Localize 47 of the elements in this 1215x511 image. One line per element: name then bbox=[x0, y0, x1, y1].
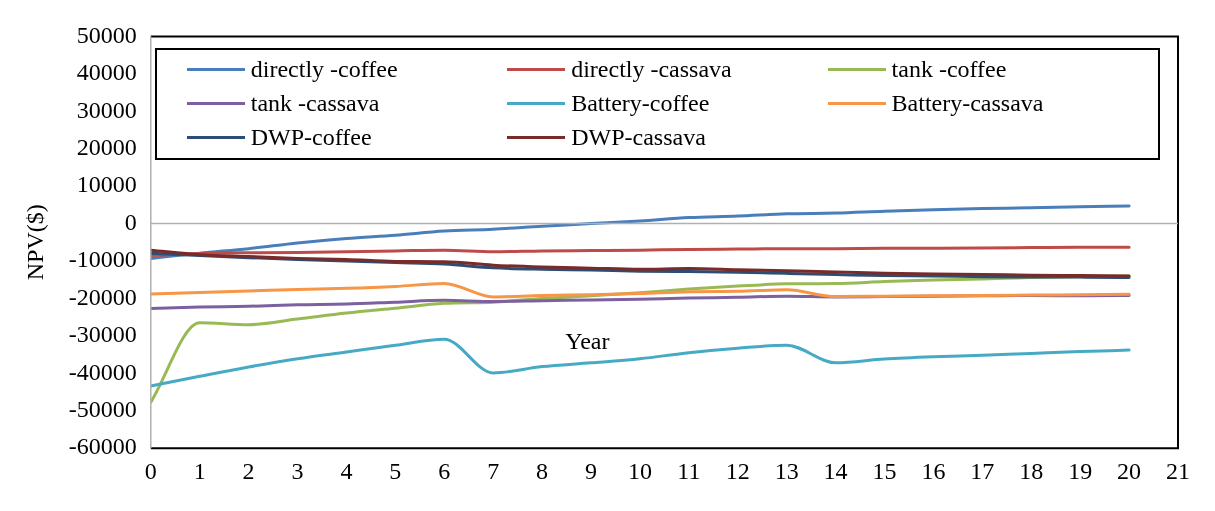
x-tick-label: 16 bbox=[921, 457, 946, 484]
x-tick-label: 5 bbox=[389, 457, 402, 484]
y-tick-label: 0 bbox=[124, 208, 137, 235]
x-tick-label: 6 bbox=[438, 457, 451, 484]
x-tick-label: 18 bbox=[1019, 457, 1044, 484]
x-tick-label: 19 bbox=[1068, 457, 1093, 484]
x-tick-label: 12 bbox=[725, 457, 750, 484]
x-tick-label: 21 bbox=[1166, 457, 1190, 484]
x-tick-label: 10 bbox=[627, 457, 652, 484]
y-tick-label: 40000 bbox=[76, 59, 137, 86]
y-tick-label: -20000 bbox=[68, 283, 137, 310]
x-tick-label: 0 bbox=[144, 457, 157, 484]
legend-label: Battery-coffee bbox=[571, 89, 710, 119]
x-tick-label: 14 bbox=[823, 457, 848, 484]
line-series bbox=[150, 281, 1131, 299]
x-tick-label: 3 bbox=[291, 457, 304, 484]
line-series bbox=[150, 245, 1131, 257]
legend-label: directly -cassava bbox=[571, 55, 732, 85]
x-tick-label: 13 bbox=[774, 457, 799, 484]
y-tick-label: 10000 bbox=[76, 171, 137, 198]
x-tick-label: 8 bbox=[536, 457, 549, 484]
y-tick-label: 50000 bbox=[76, 21, 137, 48]
legend-label: Battery-cassava bbox=[891, 89, 1044, 119]
x-tick-label: 7 bbox=[487, 457, 500, 484]
line-series bbox=[150, 204, 1131, 260]
x-tick-label: 11 bbox=[677, 457, 701, 484]
x-tick-label: 20 bbox=[1117, 457, 1142, 484]
y-axis-title: NPV($) bbox=[21, 204, 48, 281]
x-tick-label: 2 bbox=[242, 457, 255, 484]
y-tick-label: 20000 bbox=[76, 134, 137, 161]
legend-label: tank -cassava bbox=[250, 89, 380, 119]
y-tick-label: -50000 bbox=[68, 396, 137, 423]
legend-label: DWP-cassava bbox=[571, 123, 706, 153]
y-tick-label: -40000 bbox=[68, 358, 137, 385]
legend-label: directly -coffee bbox=[250, 55, 398, 85]
x-tick-label: 15 bbox=[872, 457, 897, 484]
x-tick-label: 4 bbox=[340, 457, 353, 484]
legend-label: tank -coffee bbox=[891, 55, 1007, 85]
legend-label: DWP-coffee bbox=[250, 123, 372, 153]
y-tick-label: -10000 bbox=[68, 246, 137, 273]
y-tick-label: -30000 bbox=[68, 321, 137, 348]
x-tick-label: 1 bbox=[193, 457, 206, 484]
x-axis-title: Year bbox=[565, 328, 610, 355]
x-tick-label: 9 bbox=[585, 457, 598, 484]
y-tick-label: 30000 bbox=[76, 96, 137, 123]
x-tick-label: 17 bbox=[970, 457, 995, 484]
y-tick-label: -60000 bbox=[68, 433, 137, 460]
